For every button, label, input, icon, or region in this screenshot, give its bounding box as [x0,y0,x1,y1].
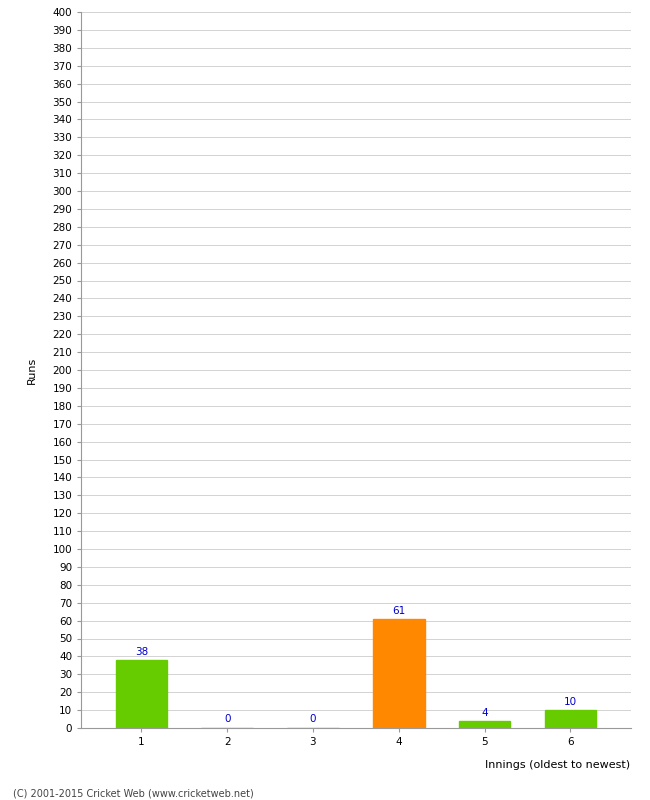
Text: 38: 38 [135,647,148,658]
Text: 61: 61 [392,606,406,616]
Text: 10: 10 [564,698,577,707]
Text: Runs: Runs [27,356,37,384]
X-axis label: Innings (oldest to newest): Innings (oldest to newest) [486,760,630,770]
Bar [459,721,510,728]
Text: 0: 0 [309,714,316,725]
Text: 4: 4 [481,708,488,718]
Bar [545,710,596,728]
Text: 0: 0 [224,714,230,725]
Bar [116,660,167,728]
Text: (C) 2001-2015 Cricket Web (www.cricketweb.net): (C) 2001-2015 Cricket Web (www.cricketwe… [13,788,254,798]
Bar [373,619,424,728]
